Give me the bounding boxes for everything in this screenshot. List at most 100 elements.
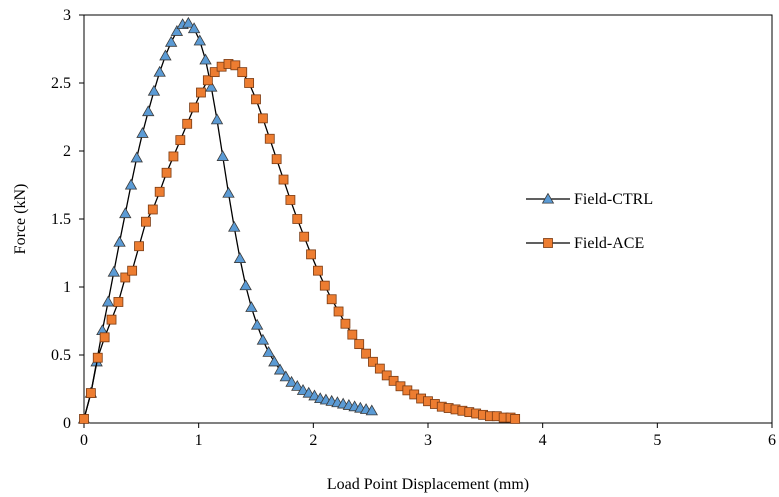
data-point (124, 178, 138, 190)
data-point (230, 60, 241, 71)
data-point (239, 279, 252, 291)
data-point (319, 280, 330, 291)
data-point (79, 414, 89, 424)
data-point (154, 186, 165, 197)
plot-frame (83, 14, 773, 424)
data-point (85, 388, 96, 398)
data-point (278, 174, 289, 185)
x-tick-label: 2 (309, 432, 317, 449)
series-layer (77, 16, 521, 424)
data-point (216, 150, 229, 161)
data-point (153, 65, 166, 77)
data-point (264, 133, 275, 144)
data-point (164, 35, 178, 47)
data-point (205, 80, 218, 92)
data-point (306, 249, 316, 260)
data-point (368, 356, 378, 367)
data-point (233, 252, 247, 263)
x-tick-label: 5 (653, 432, 661, 449)
data-point (285, 195, 296, 205)
data-point (271, 154, 282, 165)
data-point (142, 105, 155, 117)
data-point (120, 272, 131, 283)
data-point (347, 329, 358, 340)
data-point (170, 25, 184, 36)
data-point (374, 363, 385, 374)
data-point (119, 207, 132, 219)
legend-marker (543, 238, 553, 248)
data-point (326, 294, 337, 305)
legend-label: Field-CTRL (574, 191, 653, 208)
x-axis-ticks: 0 1 2 3 4 5 6 (80, 423, 776, 449)
data-point (244, 78, 255, 88)
data-point (99, 332, 110, 343)
data-point (189, 102, 199, 113)
data-point (182, 118, 193, 129)
data-point (182, 16, 195, 28)
data-point (107, 265, 121, 277)
y-tick-label: 0 (63, 415, 71, 432)
x-tick-label: 1 (195, 432, 203, 449)
data-point (159, 49, 172, 61)
x-tick-label: 3 (424, 432, 432, 449)
data-point (202, 75, 213, 86)
data-point (161, 167, 172, 178)
data-point (187, 22, 201, 34)
data-point (210, 113, 224, 125)
data-point (222, 186, 235, 198)
data-point (237, 67, 248, 78)
legend: Field-CTRL Field-ACE (526, 191, 653, 252)
data-point (147, 204, 158, 215)
data-point (354, 339, 365, 350)
data-point (175, 135, 186, 146)
y-tick-label: 2 (63, 143, 71, 160)
x-tick-label: 6 (768, 432, 776, 449)
data-point (292, 214, 303, 224)
data-point (333, 306, 344, 317)
data-point (228, 220, 241, 232)
y-tick-label: 1.5 (51, 211, 71, 228)
data-point (209, 67, 220, 78)
data-point (127, 265, 138, 276)
data-point (245, 301, 258, 312)
data-point (361, 348, 371, 359)
series-0 (77, 16, 379, 424)
y-tick-label: 0.5 (51, 347, 71, 364)
data-point (134, 241, 144, 252)
data-point (257, 113, 268, 124)
x-tick-label: 4 (539, 432, 547, 449)
data-point (106, 314, 117, 325)
x-axis-label: Load Point Displacement (mm) (327, 476, 529, 493)
legend-item: Field-CTRL (526, 191, 653, 208)
data-point (268, 355, 281, 367)
data-point (388, 375, 399, 386)
data-point (273, 363, 287, 375)
data-point (299, 231, 310, 242)
data-point (136, 127, 149, 138)
data-point (113, 235, 126, 247)
data-point (199, 53, 212, 65)
data-point (291, 379, 304, 391)
data-point (101, 295, 115, 307)
y-tick-label: 3 (63, 7, 71, 24)
data-point (196, 87, 206, 98)
data-point (141, 216, 151, 227)
legend-marker (541, 192, 555, 204)
y-axis-label: Force (kN) (12, 184, 29, 255)
data-point (193, 34, 207, 46)
y-tick-label: 2.5 (51, 75, 71, 92)
data-point (279, 370, 293, 382)
data-point (168, 151, 179, 162)
data-point (365, 404, 379, 416)
data-point (113, 297, 124, 307)
data-point (285, 375, 298, 387)
data-point (510, 414, 521, 424)
data-point (256, 333, 270, 345)
data-point (381, 370, 392, 381)
plot-area: 0 1 2 3 4 5 6 0 0.5 1 1.5 2 2.5 3 (51, 7, 776, 449)
data-point (340, 318, 351, 329)
series-1 (79, 59, 521, 424)
data-point (147, 84, 161, 96)
data-point (251, 94, 261, 105)
